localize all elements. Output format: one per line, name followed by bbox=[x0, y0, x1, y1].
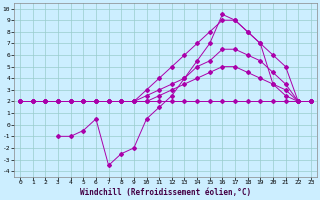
X-axis label: Windchill (Refroidissement éolien,°C): Windchill (Refroidissement éolien,°C) bbox=[80, 188, 251, 197]
